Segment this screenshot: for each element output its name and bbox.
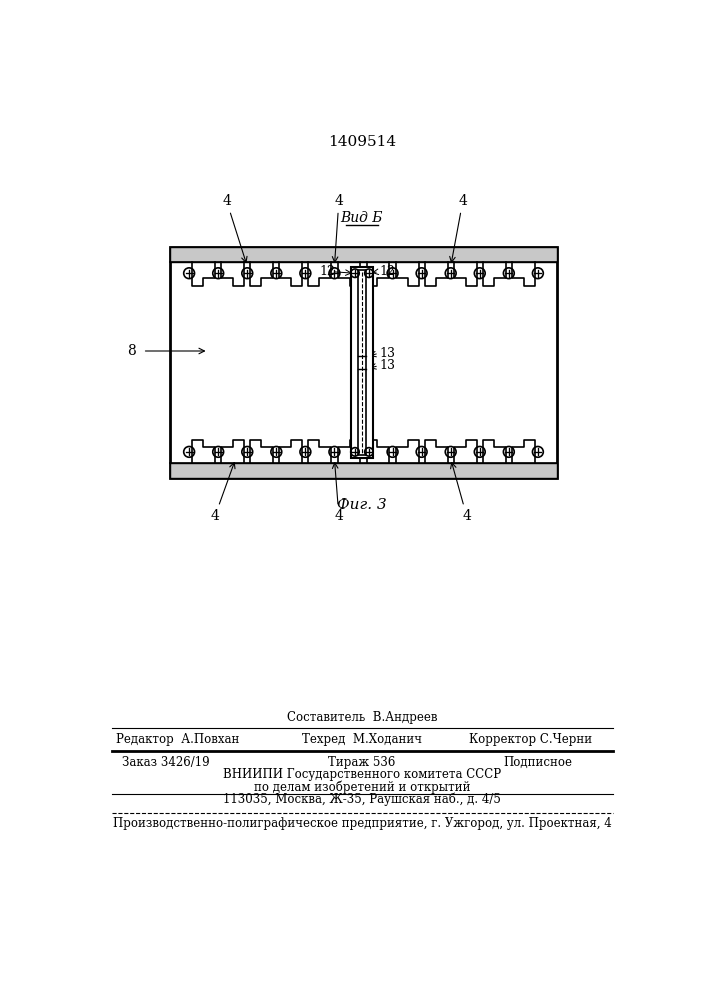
Text: 4: 4 — [211, 463, 235, 523]
Text: 8: 8 — [127, 344, 135, 358]
Bar — [170, 247, 557, 478]
Text: Заказ 3426/19: Заказ 3426/19 — [122, 756, 210, 769]
Text: Вид Б: Вид Б — [341, 211, 383, 225]
Text: ВНИИПИ Государственного комитета СССР: ВНИИПИ Государственного комитета СССР — [223, 768, 501, 781]
Bar — [170, 463, 557, 478]
Text: 13: 13 — [379, 347, 395, 360]
Text: 13: 13 — [379, 359, 395, 372]
Text: Подписное: Подписное — [503, 756, 573, 769]
Bar — [170, 247, 557, 262]
Text: Тираж 536: Тираж 536 — [328, 756, 396, 769]
Bar — [358, 270, 366, 455]
Text: 4: 4 — [332, 463, 344, 523]
Text: 4: 4 — [222, 194, 247, 262]
Text: по делам изобретений и открытий: по делам изобретений и открытий — [254, 780, 470, 794]
Text: 12: 12 — [379, 265, 395, 278]
Text: 113035, Москва, Ж-35, Раушская наб., д. 4/5: 113035, Москва, Ж-35, Раушская наб., д. … — [223, 792, 501, 806]
Text: Корректор С.Черни: Корректор С.Черни — [469, 733, 592, 746]
Text: 4: 4 — [450, 463, 471, 523]
Text: 4: 4 — [450, 194, 467, 262]
Text: 1409514: 1409514 — [328, 135, 396, 149]
Text: 4: 4 — [332, 194, 344, 262]
Text: Фиг. 3: Фиг. 3 — [337, 498, 387, 512]
Text: Производственно-полиграфическое предприятие, г. Ужгород, ул. Проектная, 4: Производственно-полиграфическое предприя… — [112, 817, 612, 830]
Text: Составитель  В.Андреев: Составитель В.Андреев — [287, 711, 437, 724]
Text: Техред  М.Ходанич: Техред М.Ходанич — [302, 733, 422, 746]
Text: Редактор  А.Повхан: Редактор А.Повхан — [116, 733, 239, 746]
Bar — [351, 267, 373, 458]
Text: 12: 12 — [320, 265, 335, 278]
